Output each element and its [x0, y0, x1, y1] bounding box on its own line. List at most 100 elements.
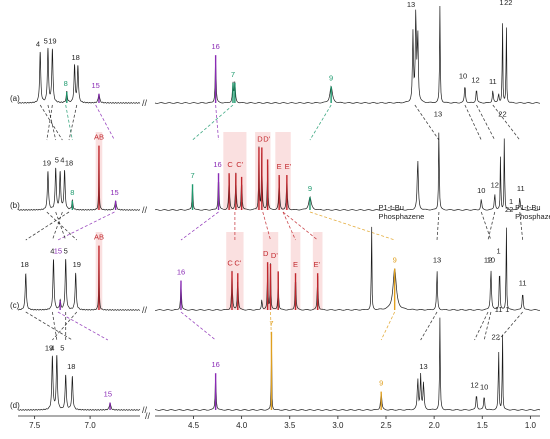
- connector-34: [52, 311, 78, 341]
- peak-label-30: 9: [308, 184, 312, 193]
- trace-label-1: (b): [10, 201, 20, 210]
- peak-label-40: 5: [64, 246, 68, 255]
- side-label-0-1: Phosphazene: [378, 212, 424, 221]
- peak-label-3: 18: [72, 53, 80, 62]
- connector-31: [25, 211, 70, 241]
- connector-7: [309, 104, 332, 141]
- peak-label-34: 22: [498, 110, 506, 119]
- tick-label-0: 7.5: [29, 421, 41, 430]
- peak-label-29: E': [285, 162, 292, 171]
- connector-16: [476, 104, 496, 141]
- x-axis: // 7.5 7.0 4.5 4.0 3.5 3.0 2.5 2.0 1.5 1.0: [18, 411, 540, 430]
- peak-label-16: 19: [43, 158, 51, 167]
- peak-label-5: 15: [91, 81, 99, 90]
- tick-label-4: 3.5: [284, 421, 296, 430]
- peak-label-61: 15: [104, 390, 112, 399]
- trace-layer: // // // //: [17, 6, 541, 415]
- tick-label-8: 1.5: [477, 421, 489, 430]
- peak-label-50: 9: [393, 256, 397, 265]
- break-mark-0: //: [142, 98, 148, 108]
- peak-label-54: 11: [519, 279, 527, 288]
- peak-label-46: D: [263, 249, 269, 258]
- connector-10: [380, 311, 396, 341]
- trace-3-segment-0: [17, 355, 141, 411]
- trace-0-segment-1: [154, 6, 541, 104]
- peak-label-32: 10: [477, 186, 485, 195]
- connector-15: [464, 104, 482, 141]
- connector-14: [420, 311, 438, 341]
- peak-label-63: 7: [269, 319, 273, 328]
- connector-22: [474, 311, 489, 341]
- peak-label-58: 19: [45, 344, 53, 353]
- peak-label-8: 9: [329, 73, 333, 82]
- peak-label-20: 8: [70, 188, 74, 197]
- peak-label-52: 10: [487, 256, 495, 265]
- connector-38: [282, 211, 296, 241]
- peak-label-44: C: [227, 258, 233, 267]
- peak-label-53: 12: [484, 256, 492, 265]
- connector-4: [57, 211, 115, 241]
- peak-label-14: 22: [504, 0, 512, 7]
- peak-label-43: 16: [177, 268, 185, 277]
- highlight-band-5: [226, 232, 244, 310]
- peak-label-19: 18: [65, 158, 73, 167]
- tick-label-9: 1.0: [525, 421, 537, 430]
- peak-label-15: AB: [94, 133, 104, 142]
- peak-label-37: AB: [94, 233, 104, 242]
- peak-label-21: 15: [110, 188, 118, 197]
- peak-label-2: 19: [48, 37, 56, 46]
- connector-0: [215, 104, 219, 141]
- peak-label-9: 13: [407, 0, 415, 9]
- peak-label-38: 18: [20, 260, 28, 269]
- peak-label-56: 22: [505, 205, 513, 214]
- tick-label-7: 2.0: [429, 421, 441, 430]
- trace-label-2: (c): [10, 301, 20, 310]
- peak-label-66: 12: [470, 380, 478, 389]
- side-label-1-1: Phosphazene: [515, 212, 550, 221]
- peak-label-41: 19: [73, 260, 81, 269]
- peak-label-59: 5: [60, 344, 64, 353]
- peak-label-25: C': [236, 160, 243, 169]
- connector-35: [25, 311, 73, 341]
- tick-label-2: 4.5: [188, 421, 200, 430]
- highlight-band-7: [290, 232, 301, 310]
- tick-label-1: 7.0: [85, 421, 97, 430]
- peak-label-47: D': [271, 251, 278, 260]
- trace-label-0: (a): [10, 94, 20, 103]
- peak-label-31: 13: [434, 110, 442, 119]
- peak-label-35: 1: [509, 197, 513, 206]
- peak-label-51: 13: [433, 256, 441, 265]
- peak-label-28: E: [277, 162, 282, 171]
- peak-label-39: 4: [50, 246, 54, 255]
- connector-2: [180, 311, 216, 341]
- peak-label-22: 7: [190, 171, 194, 180]
- connector-12: [414, 104, 440, 141]
- trace-label-3: (d): [10, 401, 20, 410]
- peak-label-1: 5: [44, 37, 48, 46]
- side-label-0-0: P1-t-Bu: [378, 203, 403, 212]
- peak-label-27: D': [263, 134, 270, 143]
- connector-17: [492, 104, 521, 141]
- axis-break-mark: //: [145, 411, 151, 421]
- peak-label-18: 4: [60, 156, 64, 165]
- peak-label-69: 1: [505, 305, 509, 314]
- connector-39: [282, 211, 318, 241]
- trace-1-segment-0: [17, 148, 141, 211]
- connector-30: [46, 211, 78, 241]
- peak-label-7: 7: [231, 70, 235, 79]
- peak-label-64: 9: [379, 379, 383, 388]
- peak-label-17: 5: [55, 156, 59, 165]
- trace-2-segment-1: [154, 226, 541, 311]
- connector-24: [39, 104, 63, 141]
- peak-label-67: 10: [480, 382, 488, 391]
- peak-label-4: 8: [64, 79, 68, 88]
- peak-label-68: 22: [492, 333, 500, 342]
- peak-label-49: E': [313, 260, 320, 269]
- connector-3: [95, 104, 115, 141]
- peak-label-48: E: [293, 260, 298, 269]
- connector-6: [192, 104, 234, 141]
- tick-label-3: 4.0: [236, 421, 248, 430]
